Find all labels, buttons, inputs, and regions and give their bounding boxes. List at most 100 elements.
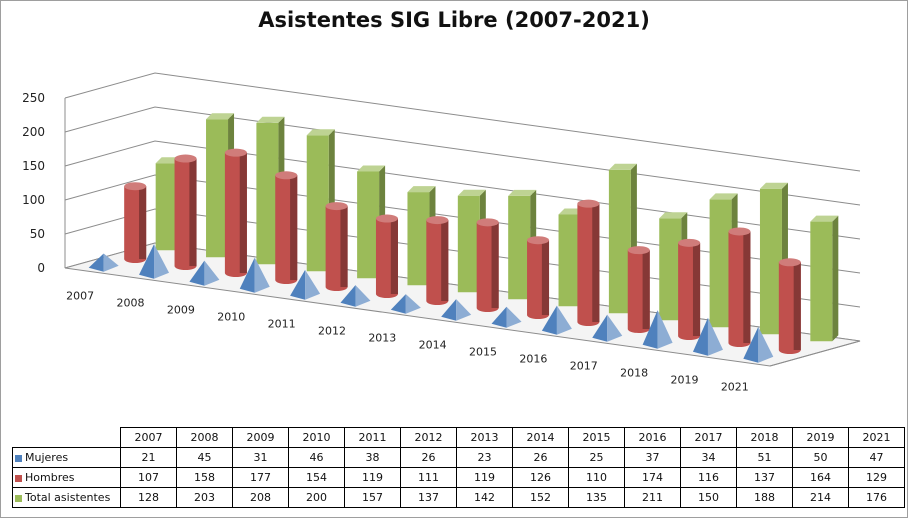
bar-mujeres xyxy=(390,294,421,314)
bar-hombres xyxy=(174,154,197,270)
table-cell: 119 xyxy=(344,467,401,488)
x-tick-label: 2011 xyxy=(268,318,296,331)
table-column-header: 2010 xyxy=(288,427,345,448)
x-tick-label: 2014 xyxy=(419,339,447,352)
legend-label: Hombres xyxy=(25,471,75,484)
table-series-label: Total asistentes xyxy=(12,487,121,508)
x-axis-labels: 2007 2008 2009 2010 2011 2012 2013 2014 2015 2016… xyxy=(66,290,749,394)
table-cell: 154 xyxy=(288,467,345,488)
bar-mujeres xyxy=(88,253,119,272)
chart-title: Asistentes SIG Libre (2007-2021) xyxy=(258,8,650,32)
table-series-label: Mujeres xyxy=(12,447,121,468)
legend-label: Total asistentes xyxy=(25,491,111,504)
table-cell: 51 xyxy=(736,447,793,468)
bar-mujeres xyxy=(441,299,472,321)
table-cell: 38 xyxy=(344,447,401,468)
x-tick-label: 2013 xyxy=(368,332,396,345)
y-tick-label: 200 xyxy=(22,125,45,139)
table-cell: 21 xyxy=(120,447,177,468)
bar-mujeres xyxy=(239,257,270,293)
table-column-header: 2019 xyxy=(792,427,849,448)
table-cell: 128 xyxy=(120,487,177,508)
x-tick-label: 2021 xyxy=(721,381,749,394)
bar-hombres xyxy=(224,148,247,277)
table-cell: 150 xyxy=(680,487,737,508)
table-column-header: 2011 xyxy=(344,427,401,448)
table-column-header: 2013 xyxy=(456,427,513,448)
bar-hombres xyxy=(124,182,147,263)
bar-hombres xyxy=(678,238,701,340)
bar-hombres xyxy=(426,216,449,305)
table-cell: 46 xyxy=(288,447,345,468)
table-cell: 111 xyxy=(400,467,457,488)
table-cell: 126 xyxy=(512,467,569,488)
table-column-header: 2007 xyxy=(120,427,177,448)
bar-hombres xyxy=(476,218,499,312)
table-column-header: 2017 xyxy=(680,427,737,448)
table-cell: 26 xyxy=(512,447,569,468)
table-row: Total asistentes 128 203 208 200 157 137 142 152… xyxy=(12,487,905,508)
bar-hombres xyxy=(577,199,600,326)
bar-hombres xyxy=(527,236,550,319)
table-column-header: 2015 xyxy=(568,427,625,448)
table-series-label: Hombres xyxy=(12,467,121,488)
table-column-header: 2012 xyxy=(400,427,457,448)
x-tick-label: 2015 xyxy=(469,346,497,359)
bar-mujeres xyxy=(642,310,673,349)
y-tick-label: 250 xyxy=(22,91,45,105)
x-tick-label: 2016 xyxy=(519,353,547,366)
table-cell: 37 xyxy=(624,447,681,468)
table-cell: 129 xyxy=(848,467,905,488)
x-tick-label: 2007 xyxy=(66,290,94,303)
table-cell: 26 xyxy=(400,447,457,468)
table-cell: 158 xyxy=(176,467,233,488)
legend-swatch xyxy=(15,474,22,482)
table-cell: 177 xyxy=(232,467,289,488)
bar-mujeres xyxy=(491,306,522,328)
table-cell: 119 xyxy=(456,467,513,488)
table-cell: 50 xyxy=(792,447,849,468)
y-tick-label: 50 xyxy=(30,227,45,241)
table-cell: 157 xyxy=(344,487,401,508)
x-tick-label: 2017 xyxy=(570,360,598,373)
table-cell: 208 xyxy=(232,487,289,508)
table-cell: 164 xyxy=(792,467,849,488)
x-tick-label: 2019 xyxy=(670,374,698,387)
x-tick-label: 2010 xyxy=(217,311,245,324)
table-cell: 203 xyxy=(176,487,233,508)
bar-mujeres xyxy=(692,317,723,356)
bar-mujeres xyxy=(139,244,170,279)
table-cell: 135 xyxy=(568,487,625,508)
table-column-header: 2014 xyxy=(512,427,569,448)
bar-hombres xyxy=(778,258,801,354)
table-cell: 137 xyxy=(400,487,457,508)
floor-edge xyxy=(769,340,861,367)
bar-mujeres xyxy=(290,269,321,300)
bar-total-asistentes xyxy=(810,215,839,342)
bar-mujeres xyxy=(541,305,572,335)
series-hombres xyxy=(124,148,801,354)
table-cell: 176 xyxy=(848,487,905,508)
table-cell: 211 xyxy=(624,487,681,508)
y-axis-labels: 0 50 100 150 200 250 xyxy=(22,91,45,275)
table-cell: 23 xyxy=(456,447,513,468)
bar-mujeres xyxy=(743,326,774,363)
y-tick-label: 100 xyxy=(22,193,45,207)
y-tick-label: 150 xyxy=(22,159,45,173)
table-column-header: 2009 xyxy=(232,427,289,448)
legend-swatch xyxy=(15,454,22,462)
bar-hombres xyxy=(728,227,751,347)
table-cell: 174 xyxy=(624,467,681,488)
x-tick-label: 2018 xyxy=(620,367,648,380)
table-cell: 31 xyxy=(232,447,289,468)
table-column-header: 2018 xyxy=(736,427,793,448)
x-tick-label: 2008 xyxy=(117,297,145,310)
x-tick-label: 2009 xyxy=(167,304,195,317)
table-cell: 188 xyxy=(736,487,793,508)
table-column-header: 2021 xyxy=(848,427,905,448)
bar-hombres xyxy=(275,171,298,284)
table-cell: 214 xyxy=(792,487,849,508)
table-cell: 137 xyxy=(736,467,793,488)
table-cell: 116 xyxy=(680,467,737,488)
legend-swatch xyxy=(15,494,22,502)
